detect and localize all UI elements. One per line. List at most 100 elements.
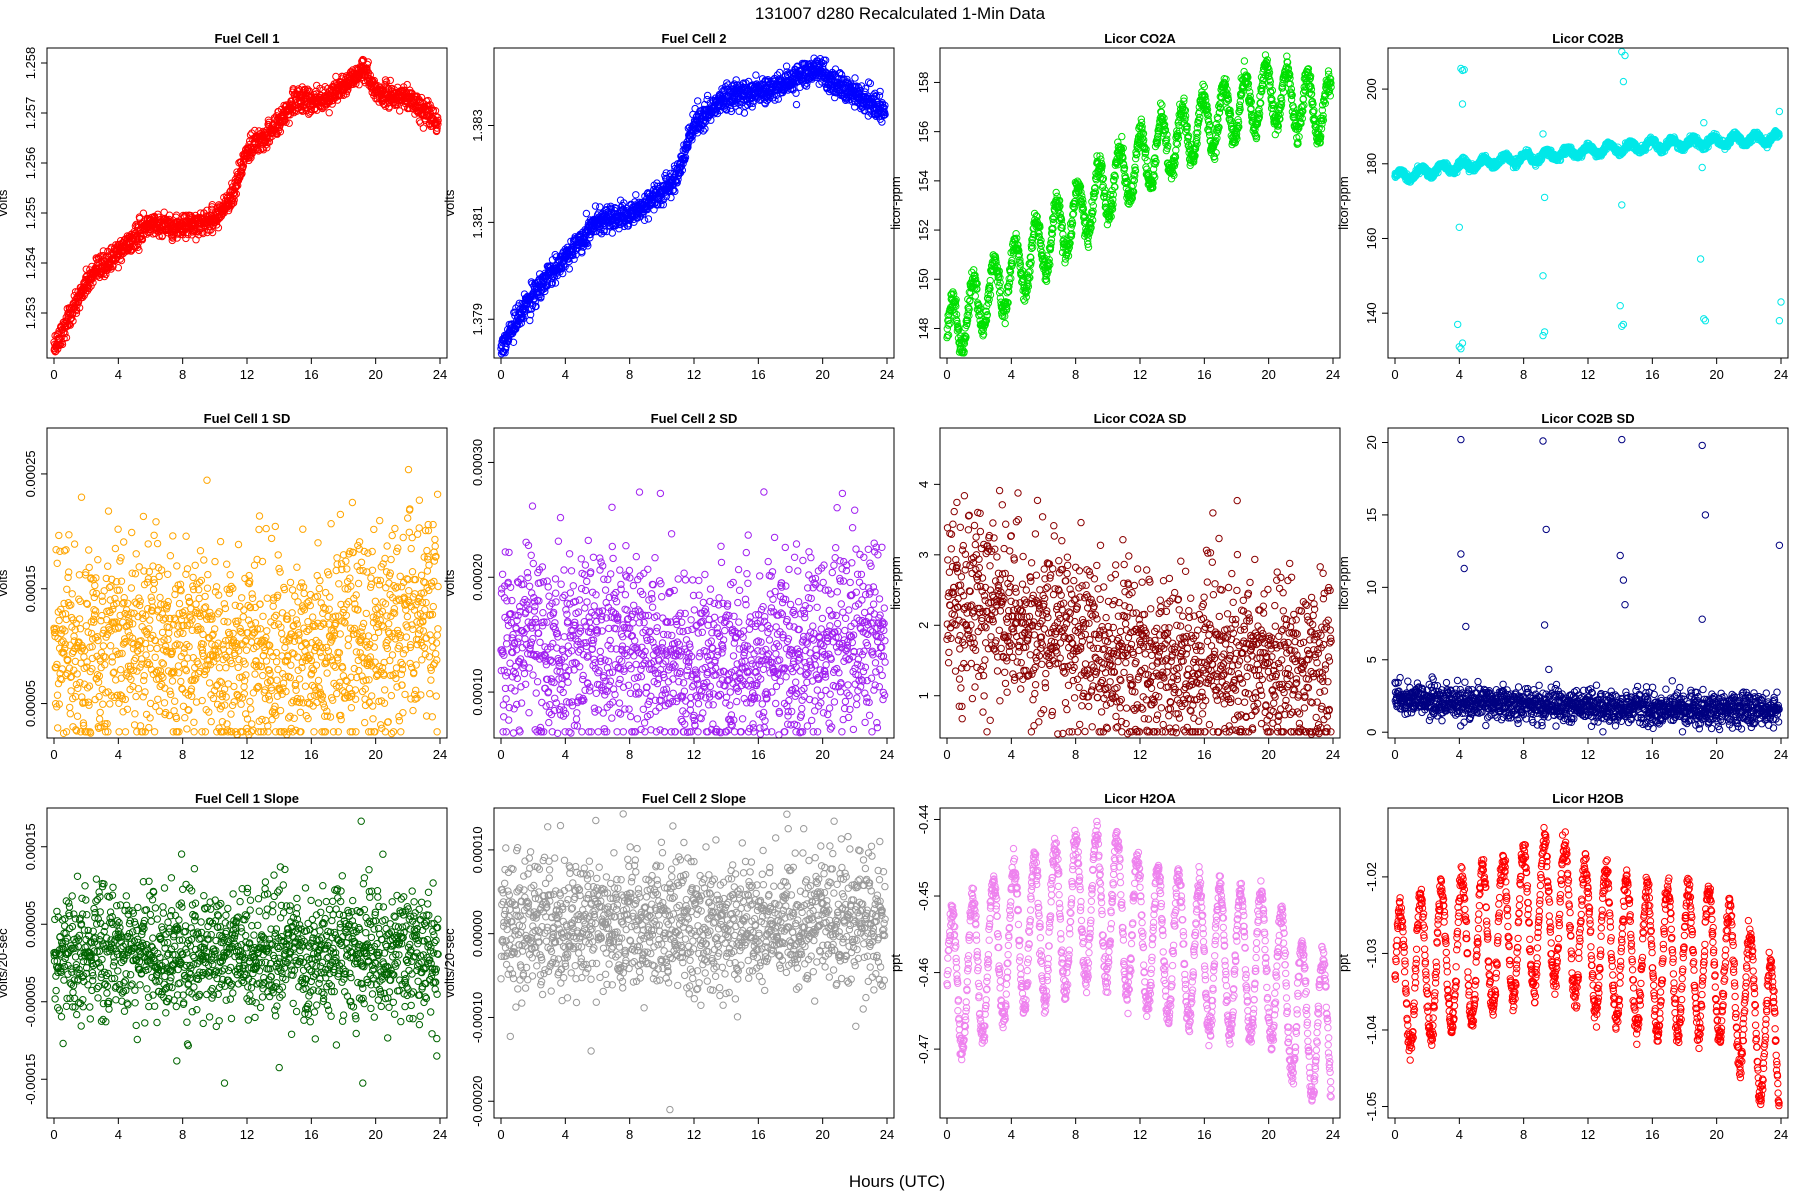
panel-title: Licor CO2B	[1552, 31, 1624, 46]
y-tick-label: 1.258	[23, 47, 38, 80]
data-point	[851, 74, 859, 82]
data-point	[239, 162, 248, 171]
points-group	[943, 51, 1335, 357]
data-point	[85, 284, 93, 293]
data-point	[703, 91, 712, 100]
data-point	[138, 236, 147, 244]
data-point	[69, 317, 77, 325]
x-tick-label: 12	[687, 367, 701, 382]
data-point	[139, 209, 148, 217]
y-tick-label: 148	[916, 318, 931, 340]
y-axis-label: volts	[442, 189, 457, 216]
x-tick-label: 8	[179, 367, 186, 382]
panel-title: Fuel Cell 2	[661, 31, 726, 46]
data-point	[1020, 297, 1029, 305]
data-point	[117, 256, 126, 265]
data-point	[231, 191, 239, 200]
panel-title: Fuel Cell 1	[214, 31, 279, 46]
y-axis-label: volts	[0, 189, 10, 216]
x-tick-label: 8	[1072, 367, 1079, 382]
data-point	[72, 305, 80, 314]
x-tick-label: 16	[304, 367, 318, 382]
data-point	[207, 226, 215, 234]
y-tick-label: 1.379	[470, 303, 485, 336]
data-point	[155, 232, 163, 240]
y-tick-label: 150	[916, 268, 931, 290]
data-point	[1001, 319, 1009, 328]
x-tick-label: 16	[751, 367, 765, 382]
x-tick-label: 0	[50, 367, 57, 382]
y-tick-label: 1.255	[23, 197, 38, 230]
figure-xlabel: Hours (UTC)	[849, 1172, 945, 1191]
data-point	[100, 272, 109, 281]
data-point	[109, 262, 117, 271]
data-point	[114, 264, 123, 272]
data-point	[582, 209, 591, 218]
data-point	[136, 214, 144, 223]
y-tick-label: 1.256	[23, 147, 38, 180]
y-tick-label: 1.254	[23, 247, 38, 280]
y-tick-label: 158	[916, 72, 931, 94]
x-tick-label: 8	[626, 367, 633, 382]
x-tick-label: 4	[562, 367, 569, 382]
data-point	[667, 193, 675, 202]
data-point	[234, 181, 242, 190]
data-point	[971, 292, 979, 300]
x-tick-label: 24	[433, 367, 447, 382]
y-axis-label: licor-ppm	[1336, 176, 1351, 229]
data-point	[866, 79, 875, 88]
data-point	[216, 213, 224, 222]
x-tick-label: 0	[497, 367, 504, 382]
panel-grid: Fuel Cell 1 volts 0 4 8 12 16 20 24 1.253 1.254 1.2…	[0, 31, 1789, 1142]
figure-title: 131007 d280 Recalculated 1-Min Data	[755, 4, 1046, 23]
data-point	[752, 71, 760, 79]
x-tick-label: 20	[815, 367, 829, 382]
x-tick-label: 20	[1261, 367, 1275, 382]
data-point	[135, 246, 143, 255]
y-tick-label: 1.257	[23, 97, 38, 130]
data-point	[89, 278, 97, 287]
x-tick-label: 20	[368, 367, 382, 382]
data-point	[62, 333, 71, 342]
data-point	[127, 247, 135, 255]
data-point	[1279, 88, 1288, 96]
y-tick-label: 154	[916, 170, 931, 192]
data-point	[591, 202, 600, 210]
data-point	[205, 222, 214, 230]
y-tick-label: 1.381	[470, 206, 485, 239]
points-group	[497, 54, 889, 358]
data-point	[72, 309, 81, 317]
y-tick-label: 152	[916, 219, 931, 241]
data-point	[140, 230, 148, 238]
data-point	[325, 109, 333, 117]
x-tick-label: 16	[1197, 367, 1211, 382]
data-point	[214, 224, 223, 232]
x-tick-label: 4	[115, 367, 122, 382]
y-tick-label: 1.253	[23, 297, 38, 330]
data-point	[1118, 132, 1126, 141]
y-tick-label: 1.383	[470, 109, 485, 142]
data-point	[229, 199, 238, 207]
panel-title: Licor CO2A	[1104, 31, 1176, 46]
data-point	[208, 228, 217, 237]
x-tick-label: 0	[943, 367, 950, 382]
data-point	[419, 124, 428, 132]
x-tick-label: 12	[1133, 367, 1147, 382]
data-point	[83, 286, 92, 295]
data-point	[232, 190, 241, 198]
data-point	[198, 228, 206, 236]
x-tick-label: 4	[1008, 367, 1015, 382]
data-point	[694, 97, 702, 105]
points-group	[1391, 48, 1785, 353]
data-point	[632, 191, 640, 199]
data-point	[199, 229, 207, 238]
data-point	[386, 76, 394, 85]
x-tick-label: 24	[1326, 367, 1340, 382]
x-tick-label: 24	[880, 367, 894, 382]
data-point	[1158, 101, 1166, 109]
y-tick-label: 156	[916, 121, 931, 143]
